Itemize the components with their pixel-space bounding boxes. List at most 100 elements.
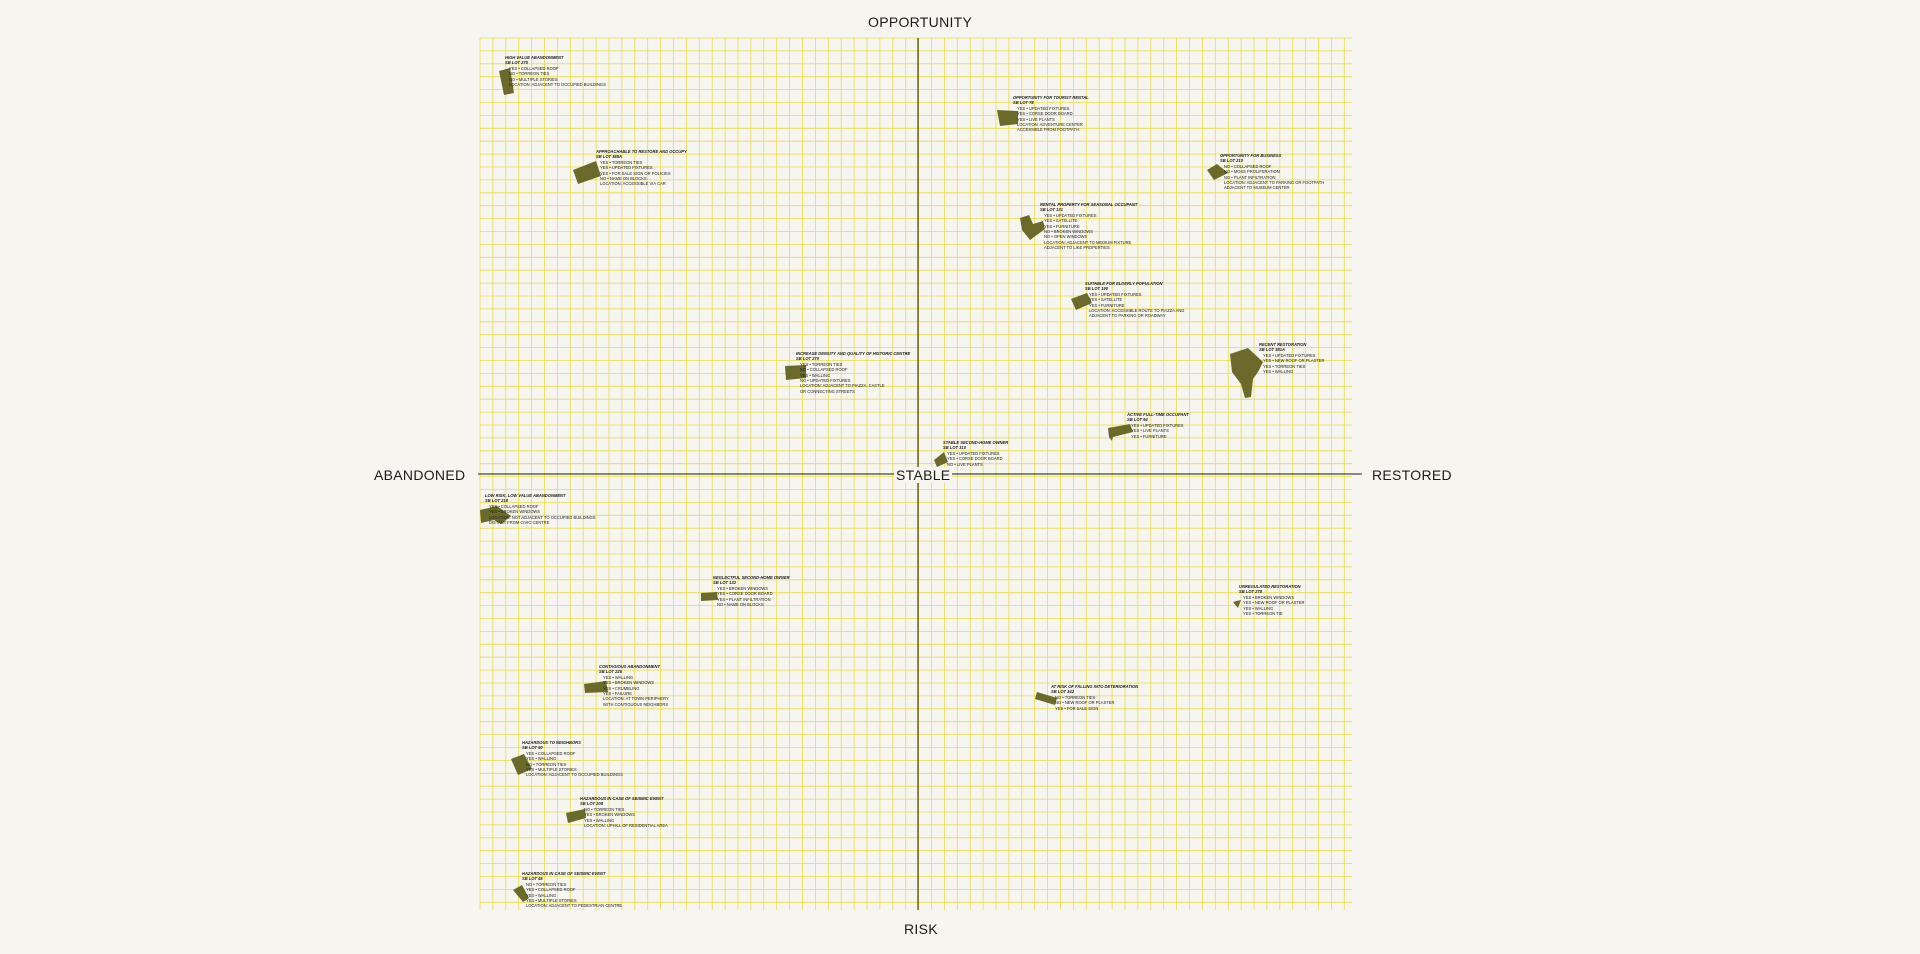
annotation-line: NO • COLLAPSED ROOF bbox=[800, 367, 848, 373]
annotation-lot: SB LOT 388A bbox=[596, 154, 622, 160]
annotation-title: CONTAGIOUS ABANDONMENT bbox=[599, 664, 660, 669]
annotation-line: YES • LIVE PLANTS bbox=[1131, 428, 1169, 434]
annotation-lot: SB LOT 225 bbox=[599, 669, 622, 675]
parcel-n11 bbox=[480, 506, 511, 524]
annotation-line: YES • CORSE DOOR BOARD bbox=[947, 456, 1003, 462]
annotation-line: NO • COLLAPSED ROOF bbox=[1224, 164, 1272, 170]
annotation-line: LOCATION: ADJACENT TO PIAZZA, CASTLE bbox=[800, 383, 885, 389]
annotation: LOW RISK, LOW VALUE ABANDONMENT SB LOT 21… bbox=[485, 493, 596, 525]
parcel-n16 bbox=[511, 754, 532, 775]
annotation: SUITABLE FOR ELDERLY POPULATION SB LOT 19… bbox=[1085, 281, 1184, 319]
parcels bbox=[480, 68, 1263, 902]
annotation-lot: SB LOT 45 bbox=[522, 876, 543, 882]
annotation-line: ADJACENT TO PARKING OR ROADWAY bbox=[1089, 313, 1166, 319]
annotation-line: ADJACENT TO MUSEUM CENTER bbox=[1224, 185, 1290, 191]
annotation-line: YES • UPDATED FIXTURES bbox=[1263, 353, 1316, 359]
annotation-line: YES • CORSE DOOR BOARD bbox=[1017, 111, 1073, 117]
axis-label-top: OPPORTUNITY bbox=[868, 14, 973, 30]
annotation-line: NO • MOSS PROLIFERATION bbox=[1224, 169, 1280, 175]
annotation: INCREASE DENSITY AND QUALITY OF HISTORIC… bbox=[796, 351, 910, 394]
annotation-line: YES • SATELLITE bbox=[1089, 297, 1123, 303]
parcel-n3 bbox=[997, 110, 1018, 126]
annotation-title: APPROACHABLE TO RESTORE AND OCCUPY bbox=[596, 149, 687, 154]
annotation-title: ACTIVE FULL-TIME OCCUPANT bbox=[1127, 412, 1189, 417]
annotation-lot: SB LOT 310 bbox=[943, 445, 966, 451]
annotation-lot: SB LOT 218 bbox=[485, 498, 508, 504]
annotation-title: UNREGULATED RESTORATION bbox=[1239, 584, 1301, 589]
annotation-line: LOCATION: AT TOWN PERIPHERY bbox=[603, 696, 669, 702]
annotation-title: OPPORTUNITY FOR BUSINESS bbox=[1220, 153, 1282, 158]
annotation-lot: SB LOT 278 bbox=[1239, 589, 1262, 595]
annotation-line: YES • BROKEN WINDOWS bbox=[489, 509, 541, 515]
annotation-title: AT RISK OF FALLING INTO DETERIORATION bbox=[1051, 684, 1139, 689]
annotation: HIGH VALUE ABANDONMENT SB LOT 270 YES • CO… bbox=[505, 55, 606, 87]
annotation-line: YES • MULTIPLE STORIES bbox=[526, 766, 577, 772]
annotation-line: YES • TORREON TIES bbox=[800, 362, 843, 368]
annotation-lot: SB LOT 90 bbox=[522, 745, 543, 751]
axis-label-left: ABANDONED bbox=[374, 467, 466, 483]
annotation-lot: SB LOT 190 bbox=[1085, 286, 1108, 292]
annotation-title: NEGLECTFUL SECOND-HOME OWNER bbox=[713, 575, 790, 580]
annotation-line: YES • UPDATED FIXTURES bbox=[1089, 292, 1142, 298]
parcel-n8 bbox=[1230, 348, 1263, 398]
annotation-line: LOCATION: NOT ADJACENT TO OCCUPIED BUILD… bbox=[489, 514, 596, 520]
annotation-lot: SB LOT 270 bbox=[505, 60, 528, 66]
annotation: HAZARDOUS TO NEIGHBORS SB LOT 90 YES • COL… bbox=[522, 740, 623, 778]
annotation-line: YES • COLLAPSED ROOF bbox=[526, 887, 576, 893]
annotation-line: YES • BROKEN WINDOWS bbox=[717, 586, 769, 592]
annotation-line: LOCATION: ADJACENT TO OCCUPIED BUILDINGS bbox=[526, 772, 623, 778]
annotation-line: LOCATION: ADJACENT TO OCCUPIED BUILDINGS bbox=[509, 81, 606, 87]
annotation-line: NO • PLANT INFILTRATION bbox=[1224, 174, 1276, 180]
annotation-lot: SB LOT 270 bbox=[796, 356, 819, 362]
annotation-line: YES • UPDATED FIXTURES bbox=[600, 165, 653, 171]
annotation-line: LOCATION: ACCESSIBLE VIA CAR bbox=[600, 181, 666, 187]
annotation-line: NO • MULTIPLE STORIES bbox=[509, 76, 558, 82]
annotation-line: LOCATION: ADJACENT TO MEDIUM FIXTURE bbox=[1044, 239, 1132, 245]
annotation-line: NO • UPDATED FIXTURES bbox=[800, 377, 851, 383]
annotation-line: YES • BROKEN WINDOWS bbox=[584, 812, 636, 818]
annotation-line: YES • WALLING bbox=[603, 675, 634, 681]
annotation: HAZARDOUS IN CASE OF SEISMIC EVENT SB LOT… bbox=[522, 871, 622, 909]
annotation-line: NO • OPEN WINDOWS bbox=[1044, 234, 1088, 240]
annotation-line: NO • TORREON TIES bbox=[526, 761, 567, 767]
axis-label-bottom: RISK bbox=[904, 921, 938, 937]
annotation-line: ACCESSIBLE FROM FOOTPATH bbox=[1017, 127, 1079, 133]
annotation-lot: SB LOT 208 bbox=[580, 801, 603, 807]
annotation-line: YES • FOR SALE SIGN OR POLICIES bbox=[600, 170, 671, 176]
annotation-line: YES • FAILURE bbox=[603, 690, 632, 696]
annotation-title: RECENT RESTORATION bbox=[1259, 342, 1307, 347]
annotation: RECENT RESTORATION SB LOT 381A YES • UPDAT… bbox=[1259, 342, 1324, 374]
annotation: HAZARDOUS IN CASE OF SEISMIC EVENT SB LOT… bbox=[580, 796, 668, 828]
annotation-line: NO • TORREON TIES bbox=[526, 882, 567, 888]
annotation-line: YES • FURNITURE bbox=[1044, 223, 1080, 229]
annotation-line: YES • CRUMBLING bbox=[603, 685, 640, 691]
annotation-line: YES • WALLING bbox=[526, 756, 557, 762]
parcel-n14 bbox=[584, 681, 608, 693]
annotation-title: INCREASE DENSITY AND QUALITY OF HISTORIC… bbox=[796, 351, 911, 356]
parcel-n2 bbox=[573, 161, 601, 184]
annotation-line: WITH CONTIGUOUS NEIGHBORS bbox=[603, 701, 669, 707]
parcel-n18 bbox=[513, 885, 529, 902]
annotation-line: OR CONNECTING STREETS bbox=[800, 388, 855, 394]
annotation-line: NO • TORREON TIES bbox=[1055, 695, 1096, 701]
annotation-line: DISTANT FROM CIVIC CENTRE bbox=[489, 519, 550, 525]
annotation-title: STABLE SECOND-HOME OWNER bbox=[943, 440, 1009, 445]
annotation-line: YES • BROKEN WINDOWS bbox=[603, 680, 655, 686]
annotation-line: LOCATION: ACCESSIBLE ROUTE TO PIAZZA AND bbox=[1089, 307, 1185, 313]
annotation-line: YES • CORSE DOOR BOARD bbox=[717, 591, 773, 597]
annotation-line: YES • FURNITURE bbox=[1131, 433, 1167, 439]
annotation-line: NO • TORREON TIES bbox=[584, 807, 625, 813]
annotation-title: RENTAL PROPERTY FOR SEASONAL OCCUPANT bbox=[1040, 202, 1138, 207]
annotation-title: HIGH VALUE ABANDONMENT bbox=[505, 55, 564, 60]
annotation-lot: SB LOT 210 bbox=[1220, 158, 1243, 164]
annotation-line: NO • LIVE PLANTS bbox=[947, 461, 983, 467]
annotation-line: YES • COLLAPSED ROOF bbox=[509, 66, 559, 72]
parcel-n7 bbox=[785, 365, 806, 380]
annotation-line: YES • WALLING bbox=[526, 892, 557, 898]
annotation-line: YES • TORREON TIES bbox=[1263, 363, 1306, 369]
annotation-line: YES • UPDATED FIXTURES bbox=[1044, 213, 1097, 219]
annotation-line: YES • MULTIPLE STORIES bbox=[526, 897, 577, 903]
annotation-title: LOW RISK, LOW VALUE ABANDONMENT bbox=[485, 493, 566, 498]
